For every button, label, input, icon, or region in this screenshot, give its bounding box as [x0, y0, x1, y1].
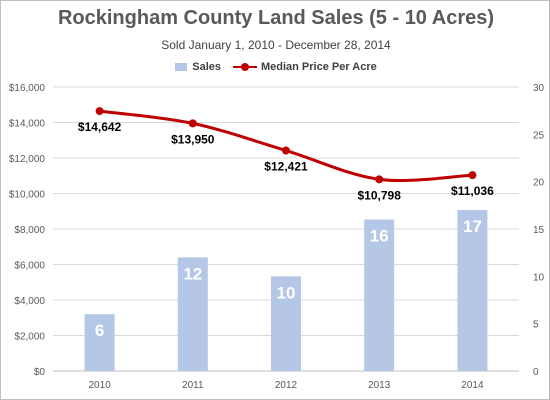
median-price-label: $13,950 — [171, 132, 215, 146]
left-axis-tick-label: $4,000 — [14, 296, 45, 307]
sales-bar — [84, 314, 115, 371]
right-axis-tick-label: 5 — [533, 320, 539, 331]
x-axis-tick-label: 2014 — [461, 380, 484, 391]
legend-item-median-price: Median Price Per Acre — [232, 61, 377, 73]
sales-bar-label: 6 — [95, 321, 104, 340]
legend-item-sales: Sales — [175, 61, 221, 73]
median-price-point — [95, 107, 104, 116]
left-axis-tick-label: $6,000 — [14, 261, 45, 272]
median-price-point — [468, 171, 477, 180]
left-axis-tick-label: $12,000 — [9, 154, 46, 165]
right-axis-tick-label: 20 — [533, 178, 545, 189]
chart-subtitle: Sold January 1, 2010 - December 28, 2014 — [161, 38, 391, 52]
legend-swatch-sales — [175, 63, 188, 71]
legend-label-sales: Sales — [192, 61, 221, 73]
sales-bar — [271, 276, 301, 371]
sales-bar-label: 12 — [183, 264, 202, 283]
left-axis-tick-label: $2,000 — [14, 332, 45, 343]
x-axis-tick-label: 2012 — [275, 380, 298, 391]
median-price-label: $12,421 — [264, 160, 308, 174]
right-axis-tick-label: 25 — [533, 130, 545, 141]
sales-bar-label: 17 — [463, 217, 482, 236]
sales-bar — [457, 210, 488, 371]
right-axis-tick-label: 30 — [533, 83, 545, 94]
sales-bar-label: 16 — [370, 227, 389, 246]
median-price-point — [282, 146, 290, 155]
left-axis-tick-label: $16,000 — [9, 83, 46, 94]
legend-swatch-median-price — [232, 63, 257, 71]
x-axis-tick-label: 2013 — [368, 380, 391, 391]
right-axis-tick-label: 0 — [533, 367, 539, 378]
x-axis-tick-label: 2010 — [88, 380, 111, 391]
median-price-point — [375, 175, 384, 184]
sales-bar — [177, 257, 208, 371]
legend-label-median-price: Median Price Per Acre — [260, 61, 377, 73]
right-axis-tick-label: 15 — [533, 225, 545, 236]
median-price-label: $10,798 — [358, 188, 402, 202]
chart-legend: Sales Median Price Per Acre — [1, 61, 550, 73]
chart-title: Rockingham County Land Sales (5 - 10 Acr… — [57, 7, 495, 29]
sales-bar — [364, 219, 395, 371]
median-price-label: $14,642 — [78, 120, 122, 134]
median-price-point — [188, 119, 197, 128]
right-axis-tick-label: 10 — [533, 272, 545, 283]
sales-bar-label: 10 — [277, 283, 296, 302]
left-axis-tick-label: $10,000 — [9, 190, 46, 201]
median-price-label: $11,036 — [451, 184, 494, 198]
x-axis-tick-label: 2011 — [182, 380, 204, 391]
left-axis-tick-label: $8,000 — [14, 225, 45, 236]
left-axis-tick-label: $0 — [34, 367, 46, 378]
left-axis-tick-label: $14,000 — [9, 119, 46, 130]
